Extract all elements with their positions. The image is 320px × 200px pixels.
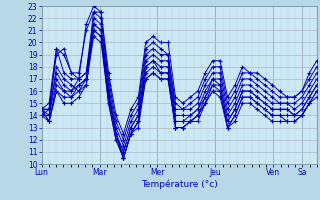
X-axis label: Température (°c): Température (°c): [141, 180, 218, 189]
